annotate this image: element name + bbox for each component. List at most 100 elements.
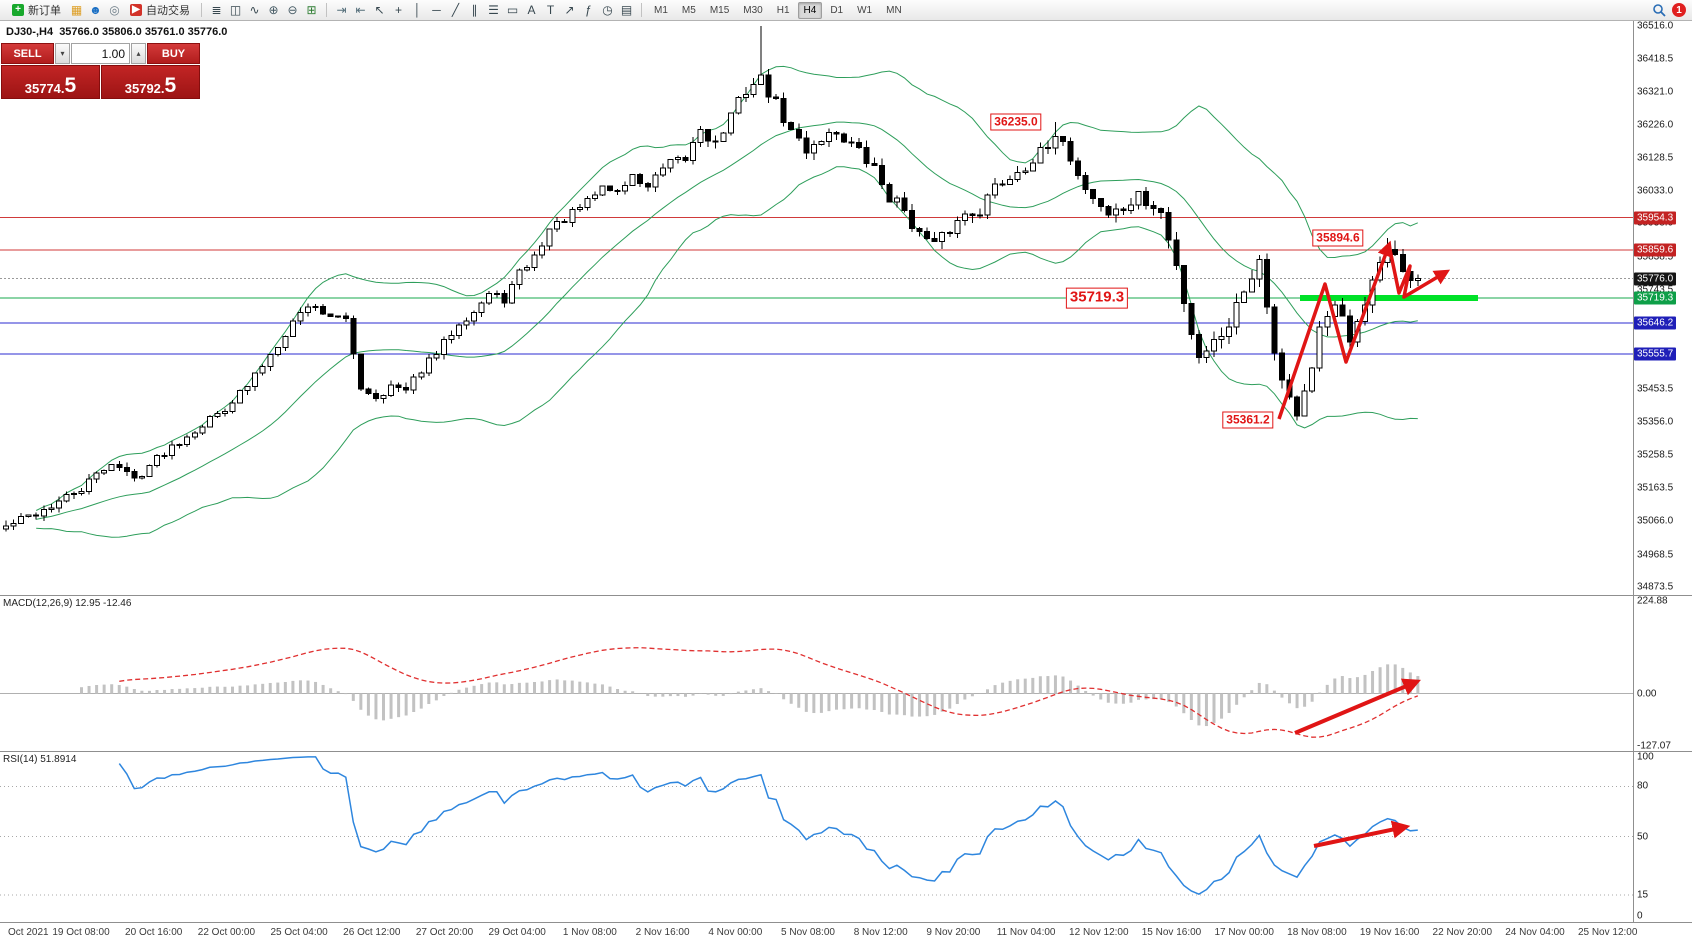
price-text-label[interactable]: 36235.0	[990, 113, 1042, 131]
timeframe-button-m5[interactable]: M5	[681, 4, 696, 16]
zoom-out-icon[interactable]: ⊖	[287, 2, 298, 17]
text-icon[interactable]: A	[527, 2, 536, 17]
candle	[531, 254, 538, 268]
candle	[1256, 259, 1263, 280]
crosshair-icon[interactable]: +	[394, 2, 402, 17]
profile-icon[interactable]: ☻	[89, 2, 102, 17]
time-axis-label: 2 Nov 16:00	[635, 927, 690, 938]
timeframe-button-m30[interactable]: M30	[743, 4, 763, 16]
chart-shift-icon[interactable]: ⇤	[355, 2, 366, 17]
volume-increase-button[interactable]: ▴	[131, 43, 146, 64]
candle	[705, 129, 712, 142]
candle	[221, 410, 228, 415]
volume-decrease-button[interactable]: ▾	[55, 43, 70, 64]
price-text-label[interactable]: 35894.6	[1312, 229, 1364, 247]
tile-windows-icon[interactable]: ⊞	[306, 2, 317, 17]
buy-price[interactable]: 35792. 5	[101, 65, 200, 99]
bar-chart-icon[interactable]: ≣	[211, 2, 222, 17]
timeframe-button-w1[interactable]: W1	[857, 4, 873, 16]
time-axis-label: 26 Oct 12:00	[343, 927, 401, 938]
arrow-tools-icon[interactable]: ↗	[564, 2, 575, 17]
shapes-icon[interactable]: ▭	[506, 2, 519, 17]
fibonacci-icon[interactable]: ☰	[488, 2, 499, 17]
candle	[131, 470, 138, 479]
notification-badge[interactable]: 1	[1672, 3, 1686, 17]
line-chart-icon[interactable]: ∿	[249, 2, 260, 17]
sell-price[interactable]: 35774. 5	[1, 65, 100, 99]
new-order-button[interactable]: + 新订单	[7, 1, 66, 19]
timeframe-button-mn[interactable]: MN	[886, 4, 902, 16]
label-icon[interactable]: T	[546, 2, 555, 17]
candle	[992, 183, 999, 196]
templates-icon[interactable]: ▤	[620, 2, 633, 17]
drawn-arrow-annotation[interactable]	[1277, 240, 1393, 420]
search-icon[interactable]	[1652, 3, 1666, 17]
candle	[1090, 188, 1097, 199]
price-line-badge: 35859.6	[1634, 243, 1677, 257]
sell-button[interactable]: SELL	[1, 43, 54, 64]
candle	[448, 335, 455, 340]
timeframe-button-m1[interactable]: M1	[654, 4, 668, 16]
vertical-line-icon[interactable]: │	[413, 2, 422, 17]
price-axis-label: 36516.0	[1637, 20, 1674, 32]
candle	[1248, 278, 1255, 293]
candlestick-icon[interactable]: ◫	[229, 2, 242, 17]
price-text-label[interactable]: 35361.2	[1222, 411, 1274, 429]
time-axis-label: 29 Oct 04:00	[488, 927, 546, 938]
toolbar-right-group: 1	[1652, 3, 1688, 17]
candle	[1399, 253, 1406, 273]
candle	[810, 143, 817, 154]
drawn-arrow-annotation[interactable]	[1387, 244, 1451, 299]
candle	[848, 141, 855, 144]
candle	[659, 167, 666, 176]
main-chart-canvas[interactable]	[0, 21, 1692, 595]
candle	[1022, 170, 1029, 174]
rsi-pane-canvas[interactable]	[0, 751, 1692, 922]
periods-icon[interactable]: ◷	[602, 2, 613, 17]
time-axis-label: 15 Nov 16:00	[1141, 927, 1202, 938]
auto-trading-button[interactable]: ▶ 自动交易	[125, 1, 195, 19]
candle	[1309, 367, 1316, 392]
drawn-arrow-annotation[interactable]	[1313, 820, 1411, 848]
pane-separator[interactable]	[0, 751, 1692, 752]
timeframe-button-m15[interactable]: M15	[709, 4, 730, 16]
charts-grid-icon[interactable]: ▦	[70, 2, 83, 17]
candle	[856, 141, 863, 148]
price-text-label[interactable]: 35719.3	[1065, 287, 1129, 309]
time-axis-label: 11 Nov 04:00	[996, 927, 1056, 938]
macd-pane-canvas[interactable]	[0, 595, 1692, 751]
indicators-icon[interactable]: ƒ	[585, 2, 592, 17]
candle	[727, 112, 734, 134]
candle	[1075, 160, 1082, 177]
price-axis-border	[1633, 21, 1634, 922]
trendline-icon[interactable]: ╱	[451, 2, 460, 17]
auto-scroll-icon[interactable]: ⇥	[336, 2, 347, 17]
channel-icon[interactable]: ∥	[471, 2, 478, 17]
buy-button[interactable]: BUY	[147, 43, 200, 64]
pane-separator[interactable]	[0, 595, 1692, 596]
timeframe-button-h4[interactable]: H4	[797, 1, 823, 19]
drawn-arrow-annotation[interactable]	[1294, 678, 1421, 735]
volume-input[interactable]	[71, 43, 130, 64]
new-order-button-icon: +	[12, 4, 24, 16]
candle	[584, 197, 591, 209]
alerts-icon[interactable]: ◎	[109, 2, 120, 17]
candle	[191, 432, 198, 438]
candle	[750, 84, 757, 96]
candle	[1044, 147, 1051, 150]
candle	[1195, 334, 1202, 358]
time-axis-label: 22 Nov 20:00	[1432, 927, 1493, 938]
timeframe-button-d1[interactable]: D1	[830, 4, 844, 16]
candle	[735, 97, 742, 114]
timeframe-button-h1[interactable]: H1	[776, 4, 790, 16]
zoom-in-icon[interactable]: ⊕	[268, 2, 279, 17]
chart-workspace: DJ30-,H4 35766.0 35806.0 35761.0 35776.0…	[0, 20, 1692, 946]
candle	[1316, 326, 1323, 369]
cursor-icon[interactable]: ↖	[374, 2, 385, 17]
candle	[909, 210, 915, 229]
horizontal-line-icon[interactable]: ─	[432, 2, 441, 17]
candle	[652, 174, 659, 188]
sell-price-pips: 5	[64, 74, 77, 98]
price-axis-label: 36418.5	[1637, 53, 1674, 65]
candle	[795, 128, 802, 139]
